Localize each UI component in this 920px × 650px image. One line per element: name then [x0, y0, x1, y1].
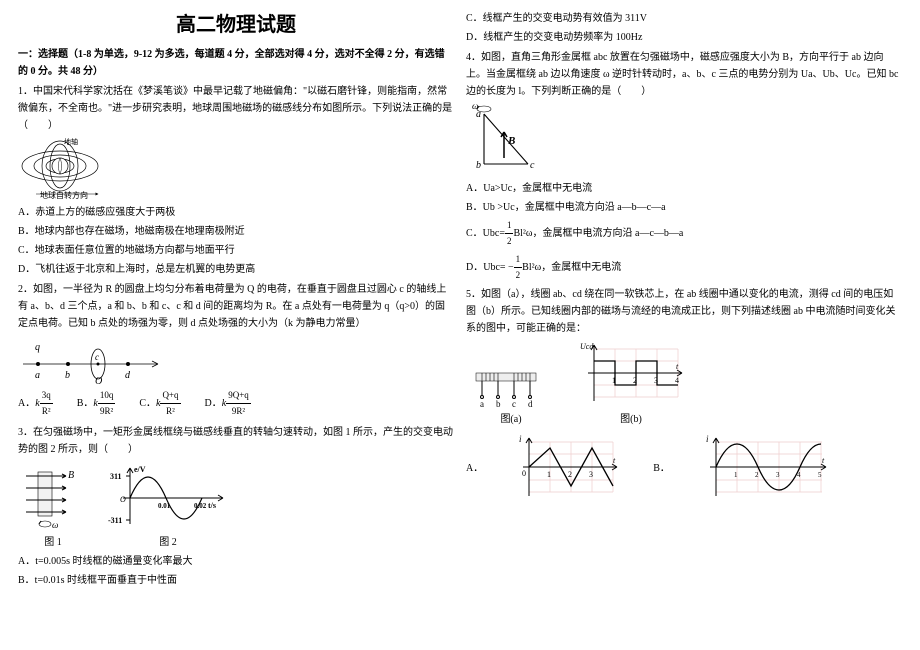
q2-stem: 2．如图，一半径为 R 的圆盘上均匀分布着电荷量为 Q 的电荷，在垂直于圆盘且过… [18, 281, 454, 332]
svg-text:t: t [676, 362, 679, 371]
svg-text:-311: -311 [108, 516, 122, 525]
q1-stem: 1．中国宋代科学家沈括在《梦溪笔谈》中最早记载了地磁偏角："以磁石磨针锋，则能指… [18, 83, 454, 134]
section-heading: 一：选择题（1-8 为单选，9-12 为多选，每道题 4 分，全部选对得 4 分… [18, 46, 454, 80]
svg-text:e/V: e/V [134, 465, 146, 474]
q5-stem: 5．如图（a），线圈 ab、cd 绕在同一软铁芯上，在 ab 线圈中通以变化的电… [466, 286, 902, 337]
q5-A-label: A． [466, 460, 483, 477]
svg-text:ω: ω [472, 104, 478, 111]
svg-text:1: 1 [734, 471, 738, 479]
svg-text:t/s: t/s [208, 501, 216, 510]
q4-optB: B．Ub >Uc，金属框中电流方向沿 a—b—c—a [466, 199, 902, 216]
q3-optC: C．线框产生的交变电动势有效值为 311V [466, 10, 902, 27]
svg-text:O: O [120, 495, 126, 504]
svg-text:1: 1 [612, 376, 616, 385]
fig1-label: 图 1 [18, 534, 88, 551]
triangle-frame-icon: a b c B ω [466, 104, 546, 176]
svg-text:i: i [519, 434, 522, 444]
q2-figure: q a b c Q d [18, 336, 454, 384]
sine-wave-option-icon: i 1 2 3 4 5 t [700, 434, 830, 502]
svg-text:4: 4 [797, 471, 801, 479]
page-title: 高二物理试题 [18, 8, 454, 42]
svg-text:t: t [822, 456, 825, 465]
svg-text:q: q [35, 342, 40, 353]
svg-text:d: d [125, 370, 131, 381]
q2-options: A．k3qR² B．k10q9R² C．kQ+qR² D．k9Q+q9R² [18, 388, 454, 420]
fracd: R² [40, 404, 53, 419]
q1-optA: A．赤道上方的磁感应强度大于两极 [18, 204, 454, 221]
svg-text:2: 2 [755, 471, 759, 479]
square-wave-grid-icon: Ucd 1 2 3 4 t [576, 341, 686, 411]
svg-text:4: 4 [675, 376, 679, 385]
q2-B-label: B． [77, 398, 94, 409]
fracn: 10q [98, 388, 116, 404]
svg-text:c: c [512, 399, 516, 409]
svg-text:地轴: 地轴 [64, 138, 78, 146]
fracd: R² [160, 404, 180, 419]
svg-text:2: 2 [633, 376, 637, 385]
q4-optC: C．Ubc=12Bl²ω，金属框中电流方向沿 a—c—b—a [466, 218, 902, 250]
svg-text:Ucd: Ucd [580, 342, 594, 351]
q1-optD: D．飞机往返于北京和上海时，总是左机翼的电势更高 [18, 261, 454, 278]
q5-optA-row: A． i 0 1 2 3 t B． i 1 [466, 434, 902, 502]
svg-text:c: c [95, 352, 99, 362]
svg-text:a: a [35, 370, 40, 381]
svg-text:Q: Q [95, 376, 103, 384]
q3-optB: B．t=0.01s 时线框平面垂直于中性面 [18, 572, 454, 589]
q2-A-label: A． [18, 398, 35, 409]
right-column: C．线框产生的交变电动势有效值为 311V D．线框产生的交变电动势频率为 10… [460, 8, 908, 642]
svg-text:2: 2 [568, 470, 572, 479]
svg-text:b: b [476, 160, 481, 171]
svg-text:3: 3 [776, 471, 780, 479]
svg-text:B: B [68, 470, 74, 481]
q4-optA: A．Ua>Uc，金属框中无电流 [466, 180, 902, 197]
svg-text:5: 5 [818, 471, 822, 479]
q5-B-label: B． [653, 460, 670, 477]
svg-text:ω: ω [52, 520, 58, 530]
svg-text:a: a [480, 399, 484, 409]
coil-field-icon: B ω [18, 464, 88, 534]
fracn: 9Q+q [226, 388, 251, 404]
svg-text:3: 3 [654, 376, 658, 385]
left-column: 高二物理试题 一：选择题（1-8 为单选，9-12 为多选，每道题 4 分，全部… [12, 8, 460, 642]
coupled-coils-icon: a b c d [466, 355, 556, 411]
svg-text:b: b [496, 399, 501, 409]
q4-stem: 4．如图，直角三角形金属框 abc 放置在匀强磁场中，磁感应强度大小为 B，方向… [466, 49, 902, 100]
axis-charge-icon: q a b c Q d [18, 336, 168, 384]
q3-optA: A．t=0.005s 时线框的磁通量变化率最大 [18, 553, 454, 570]
fig2-label: 图 2 [108, 534, 228, 551]
q2-C-label: C． [139, 398, 156, 409]
q3-stem: 3．在匀强磁场中，一矩形金属线框绕与磁感线垂直的转轴匀速转动，如图 1 所示，产… [18, 424, 454, 458]
svg-text:0.02: 0.02 [194, 502, 207, 510]
svg-text:t: t [613, 456, 616, 465]
svg-text:i: i [706, 434, 709, 444]
svg-text:d: d [528, 399, 533, 409]
fig-b-label: 图(b) [576, 411, 686, 428]
q2-D-label: D． [205, 398, 222, 409]
q1-figure: 地球自转方向 地轴 [18, 138, 454, 200]
fracd: 9R² [226, 404, 251, 419]
fig-a-label: 图(a) [466, 411, 556, 428]
q5-figures: a b c d 图(a) Ucd 1 2 [466, 341, 902, 428]
fracn: 3q [40, 388, 53, 404]
q1-optC: C．地球表面任意位置的地磁场方向都与地面平行 [18, 242, 454, 259]
q3-optD: D．线框产生的交变电动势频率为 100Hz [466, 29, 902, 46]
svg-text:0.01: 0.01 [158, 502, 171, 510]
q1-optB: B．地球内部也存在磁场，地磁南极在地理南极附近 [18, 223, 454, 240]
earth-magnetic-field-icon: 地球自转方向 地轴 [18, 138, 108, 200]
svg-text:c: c [530, 160, 535, 171]
q4-figure: a b c B ω [466, 104, 902, 176]
svg-text:3: 3 [589, 470, 593, 479]
svg-text:311: 311 [110, 472, 122, 481]
svg-text:1: 1 [547, 470, 551, 479]
fracn: Q+q [160, 388, 180, 404]
svg-text:地球自转方向: 地球自转方向 [40, 190, 88, 200]
triangle-wave-icon: i 0 1 2 3 t [513, 434, 623, 502]
fracd: 9R² [98, 404, 116, 419]
svg-text:b: b [65, 370, 70, 381]
svg-text:0: 0 [522, 469, 526, 478]
svg-text:B: B [507, 135, 515, 147]
sine-wave-icon: e/V t/s O 311 -311 0.01 0.02 [108, 462, 228, 534]
q3-figures: B ω 图 1 e/V t/s O 311 -311 0.01 [18, 462, 454, 551]
q4-optD: D．Ubc= −12Bl²ω，金属框中无电流 [466, 252, 902, 284]
